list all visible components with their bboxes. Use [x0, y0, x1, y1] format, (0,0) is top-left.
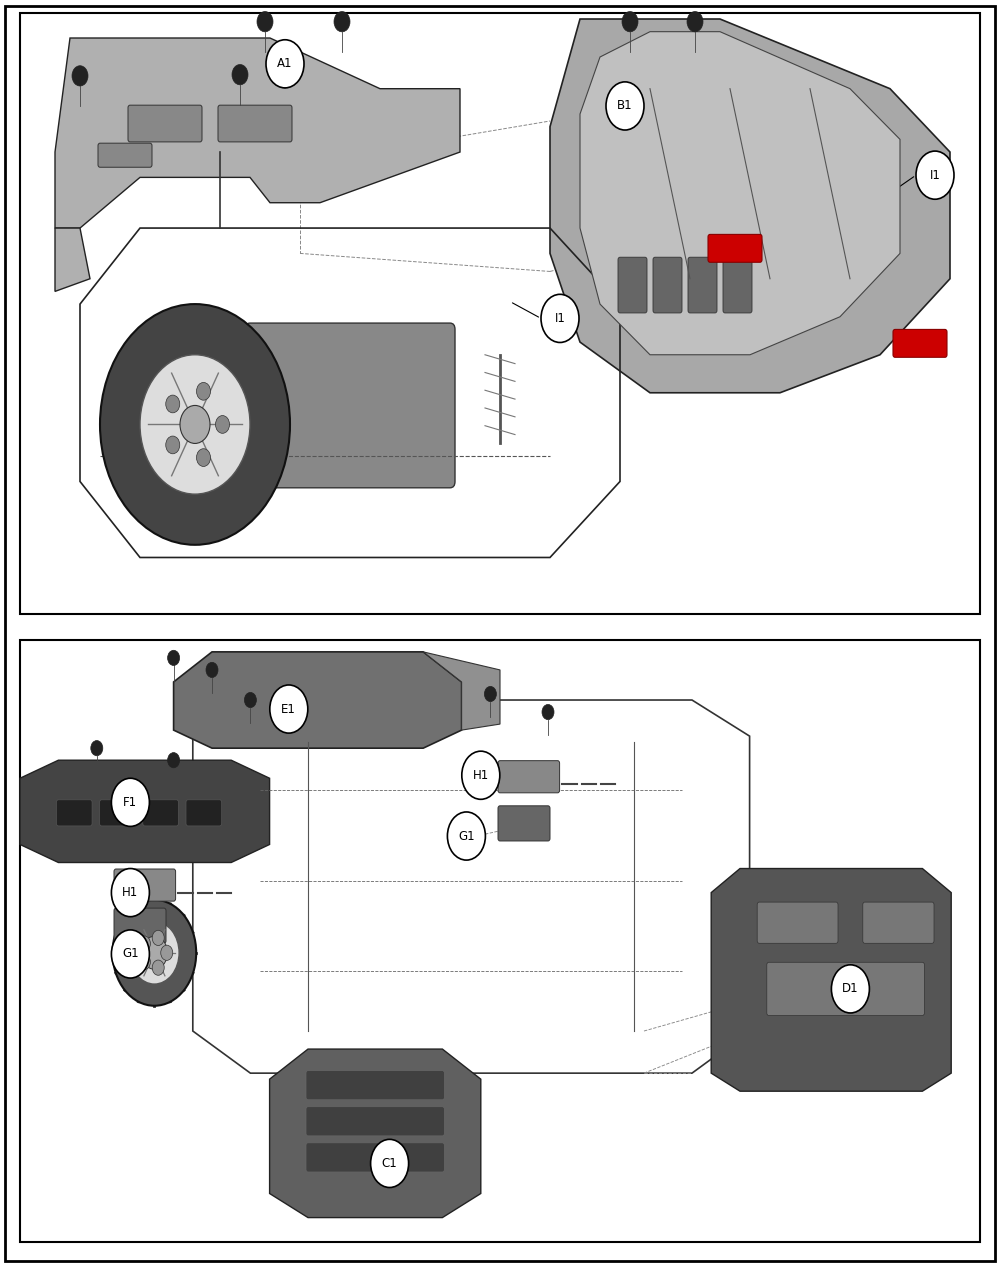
Text: H1: H1	[122, 886, 139, 900]
Circle shape	[216, 416, 230, 433]
FancyBboxPatch shape	[767, 963, 924, 1016]
Circle shape	[541, 294, 579, 342]
Circle shape	[168, 753, 180, 768]
FancyBboxPatch shape	[114, 908, 166, 943]
Circle shape	[687, 11, 703, 32]
Polygon shape	[55, 38, 460, 228]
FancyBboxPatch shape	[618, 257, 647, 313]
Text: C1: C1	[382, 1157, 397, 1169]
FancyBboxPatch shape	[218, 105, 292, 142]
Text: E1: E1	[281, 702, 296, 716]
Circle shape	[257, 11, 273, 32]
Polygon shape	[711, 869, 951, 1091]
Text: B1: B1	[617, 99, 633, 113]
FancyBboxPatch shape	[893, 329, 947, 357]
Text: F1: F1	[123, 796, 137, 808]
FancyBboxPatch shape	[128, 105, 202, 142]
Circle shape	[244, 692, 256, 707]
Text: G1: G1	[122, 948, 139, 960]
Circle shape	[72, 66, 88, 86]
Circle shape	[206, 663, 218, 678]
FancyBboxPatch shape	[114, 869, 176, 901]
Polygon shape	[55, 228, 90, 291]
Circle shape	[484, 687, 496, 702]
Polygon shape	[550, 19, 950, 393]
FancyBboxPatch shape	[306, 1143, 444, 1172]
Polygon shape	[20, 760, 270, 863]
Circle shape	[111, 930, 149, 978]
Circle shape	[232, 65, 248, 85]
Polygon shape	[270, 1049, 481, 1218]
FancyBboxPatch shape	[723, 257, 752, 313]
Text: I1: I1	[930, 169, 940, 181]
FancyBboxPatch shape	[757, 902, 838, 943]
Circle shape	[916, 151, 954, 199]
FancyBboxPatch shape	[186, 799, 222, 826]
FancyBboxPatch shape	[100, 799, 135, 826]
FancyBboxPatch shape	[708, 234, 762, 262]
FancyBboxPatch shape	[653, 257, 682, 313]
Circle shape	[180, 405, 210, 443]
Circle shape	[140, 355, 250, 494]
Polygon shape	[580, 32, 900, 355]
Circle shape	[831, 965, 869, 1014]
FancyBboxPatch shape	[498, 760, 560, 793]
Circle shape	[152, 930, 164, 945]
FancyBboxPatch shape	[143, 799, 178, 826]
Circle shape	[111, 869, 149, 917]
Circle shape	[266, 39, 304, 87]
Text: D1: D1	[842, 982, 859, 996]
Text: G1: G1	[458, 830, 475, 843]
Circle shape	[447, 812, 485, 860]
Circle shape	[130, 921, 179, 984]
Circle shape	[111, 778, 149, 826]
Polygon shape	[174, 651, 462, 748]
Circle shape	[161, 945, 173, 960]
FancyBboxPatch shape	[20, 640, 980, 1242]
Circle shape	[166, 436, 180, 454]
FancyBboxPatch shape	[863, 902, 934, 943]
Circle shape	[622, 11, 638, 32]
Circle shape	[166, 395, 180, 413]
FancyBboxPatch shape	[56, 799, 92, 826]
FancyBboxPatch shape	[245, 323, 455, 488]
Circle shape	[270, 685, 308, 734]
Circle shape	[113, 900, 196, 1006]
Circle shape	[462, 751, 500, 799]
FancyBboxPatch shape	[98, 143, 152, 167]
Circle shape	[138, 936, 150, 952]
Circle shape	[138, 954, 150, 969]
FancyBboxPatch shape	[306, 1107, 444, 1135]
Circle shape	[196, 449, 210, 466]
Circle shape	[100, 304, 290, 545]
FancyBboxPatch shape	[20, 13, 980, 614]
Circle shape	[606, 82, 644, 131]
Circle shape	[334, 11, 350, 32]
Circle shape	[91, 740, 103, 755]
Circle shape	[152, 960, 164, 976]
Circle shape	[371, 1139, 409, 1187]
Circle shape	[168, 650, 180, 665]
Circle shape	[542, 704, 554, 720]
FancyBboxPatch shape	[498, 806, 550, 841]
Circle shape	[141, 936, 167, 969]
FancyBboxPatch shape	[688, 257, 717, 313]
Polygon shape	[423, 651, 500, 730]
Circle shape	[196, 383, 210, 400]
Text: I1: I1	[555, 312, 565, 324]
Text: A1: A1	[277, 57, 293, 71]
Text: H1: H1	[473, 769, 489, 782]
FancyBboxPatch shape	[306, 1071, 444, 1100]
